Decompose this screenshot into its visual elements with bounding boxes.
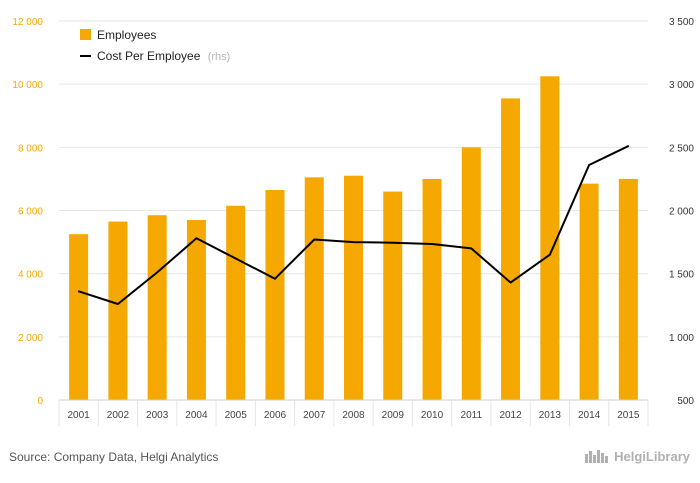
x-tick-label: 2013 <box>539 410 562 421</box>
bar <box>108 221 128 400</box>
bar <box>344 175 363 400</box>
y-right-tick-label: 3 000 <box>669 80 694 91</box>
line-point <box>391 241 394 244</box>
x-tick-label: 2012 <box>499 410 522 421</box>
bar-series-employees <box>69 76 638 401</box>
x-tick-label: 2014 <box>578 410 601 421</box>
bar <box>304 177 324 400</box>
x-tick-label: 2008 <box>342 410 365 421</box>
bar <box>501 98 521 401</box>
line-point <box>470 247 473 250</box>
x-tick-label: 2005 <box>225 410 248 421</box>
y-right-tick-label: 500 <box>677 396 694 407</box>
line-point <box>352 241 355 243</box>
line-point <box>588 164 590 166</box>
x-tick-label: 2006 <box>264 410 287 421</box>
x-tick-label: 2015 <box>617 410 640 421</box>
y-left-tick-label: 8 000 <box>18 143 43 154</box>
y-left-tick-label: 12 000 <box>12 17 43 28</box>
bar <box>540 76 560 400</box>
legend-label-employees: Employees <box>97 28 156 42</box>
bar <box>422 178 442 400</box>
legend: Employees Cost Per Employee (rhs) <box>80 28 230 63</box>
bar <box>226 205 246 400</box>
line-point <box>156 271 158 274</box>
x-tick-label: 2003 <box>146 410 169 421</box>
y-left-tick-label: 10 000 <box>12 80 43 91</box>
legend-swatch-employees <box>80 29 91 40</box>
y-right-tick-label: 1 000 <box>669 333 694 344</box>
bar <box>383 191 403 400</box>
x-axis: 2001 2002 2003 2004 2005 2006 2007 2008 2009 2010… <box>58 399 649 426</box>
legend-cost-label: Cost Per Employee <box>97 49 201 63</box>
line-point <box>77 290 80 293</box>
source-note: Source: Company Data, Helgi Analytics <box>9 450 219 464</box>
y-left-tick-label: 0 <box>37 396 43 407</box>
bar <box>265 189 285 400</box>
bar <box>186 219 206 400</box>
legend-cost-suffix: (rhs) <box>208 51 231 63</box>
bar <box>69 234 89 400</box>
chart: 0 2 000 4 000 6 000 8 000 10 000 12 000 500 1 0… <box>12 17 694 426</box>
y-right-tick-label: 2 000 <box>669 207 694 218</box>
x-tick-label: 2011 <box>461 410 483 421</box>
helgi-library-icon <box>585 450 609 463</box>
y-axis-right: 500 1 000 1 500 2 000 2 500 3 000 3 500 <box>669 17 694 407</box>
x-tick-label: 2004 <box>185 410 208 421</box>
brand-logo: HelgiLibrary <box>584 448 690 464</box>
legend-label-cost-per-employee: Cost Per Employee (rhs) <box>97 49 230 63</box>
bar <box>579 183 599 400</box>
y-left-tick-label: 6 000 <box>18 207 43 218</box>
y-right-tick-label: 1 500 <box>669 270 694 281</box>
line-point <box>313 238 316 241</box>
x-tick-label: 2002 <box>107 410 130 421</box>
x-tick-label: 2009 <box>382 410 405 421</box>
bar <box>461 147 481 400</box>
bar <box>147 215 167 400</box>
y-right-tick-label: 2 500 <box>669 143 694 154</box>
brand-name: HelgiLibrary <box>614 448 690 464</box>
x-tick-label: 2007 <box>303 410 326 421</box>
y-axis-left: 0 2 000 4 000 6 000 8 000 10 000 12 000 <box>12 17 43 407</box>
line-series-cost-per-employee <box>77 145 630 305</box>
y-right-tick-label: 3 500 <box>669 17 694 28</box>
x-tick-label: 2001 <box>68 410 91 421</box>
x-tick-label: 2010 <box>421 410 444 421</box>
line-point <box>117 303 119 305</box>
line-point <box>274 277 276 280</box>
line-point <box>509 281 512 284</box>
line-point <box>549 253 551 256</box>
y-left-tick-label: 4 000 <box>18 270 43 281</box>
bar <box>618 178 638 400</box>
y-left-tick-label: 2 000 <box>18 333 43 344</box>
line-point <box>431 243 433 245</box>
line-point <box>627 145 630 147</box>
line-point <box>234 257 237 260</box>
line-point <box>195 237 198 240</box>
